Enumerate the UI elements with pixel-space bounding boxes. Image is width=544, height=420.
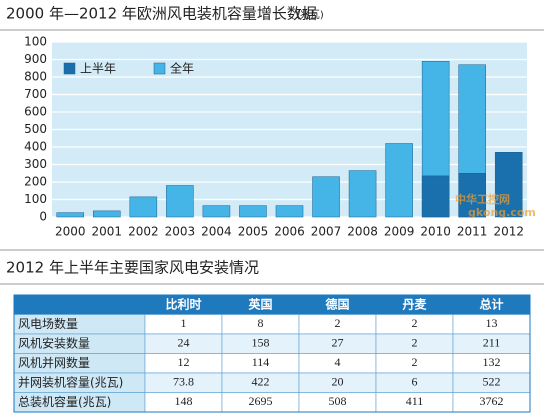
y-tick-label: 400: [24, 140, 47, 154]
cell: 13: [486, 316, 498, 330]
table-header: 总计: [479, 296, 503, 311]
x-tick-label: 2012: [493, 225, 524, 239]
cell: 2: [412, 355, 418, 369]
x-tick-label: 2003: [165, 225, 196, 239]
cell: 422: [252, 375, 270, 389]
chart-unit: (兆瓦): [296, 9, 324, 21]
bar: [129, 196, 158, 218]
row-label: 风电场数量: [18, 316, 78, 331]
table-header: 英国: [248, 296, 272, 311]
x-tick-label: 2010: [420, 225, 451, 239]
bar: [458, 173, 486, 218]
cell: 114: [252, 355, 270, 369]
bar: [494, 152, 523, 218]
row-label: 风机安装数量: [18, 335, 90, 350]
cell: 158: [252, 336, 270, 350]
x-tick-label: 2006: [274, 225, 305, 239]
x-tick-label: 2005: [238, 225, 269, 239]
legend-label: 上半年: [80, 62, 116, 76]
bar: [202, 205, 231, 218]
bar: [312, 176, 340, 218]
cell: 132: [483, 355, 501, 369]
cell: 24: [178, 336, 190, 350]
x-tick-label: 2000: [55, 225, 86, 239]
y-tick-label: 700: [24, 87, 47, 101]
watermark: 中华工控网: [455, 192, 510, 206]
y-tick-label: 100: [24, 192, 47, 206]
cell: 148: [175, 394, 193, 408]
cell: 6: [412, 375, 418, 389]
bar: [348, 170, 377, 218]
cell: 73.8: [173, 375, 194, 389]
cell: 211: [483, 336, 501, 350]
cell: 508: [329, 394, 347, 408]
y-tick-label: 900: [24, 52, 47, 66]
cell: 411: [406, 394, 424, 408]
x-tick-label: 2009: [384, 225, 415, 239]
table-header: 比利时: [165, 296, 201, 311]
bar: [239, 205, 267, 218]
table-title: 2012 年上半年主要国家风电安装情况: [6, 259, 259, 277]
y-tick-label: 800: [24, 70, 47, 84]
legend-label: 全年: [170, 61, 194, 76]
y-tick-label: 300: [24, 157, 47, 171]
bar: [421, 175, 450, 218]
y-tick-label: 0: [39, 210, 47, 224]
y-tick-label: 200: [24, 175, 47, 189]
cell: 1: [181, 316, 187, 330]
x-tick-label: 2011: [457, 225, 488, 239]
x-tick-label: 2001: [92, 225, 123, 239]
x-tick-label: 2007: [311, 225, 342, 239]
chart-title: 2000 年—2012 年欧洲风电装机容量增长数据: [6, 5, 317, 23]
cell: 2695: [249, 394, 273, 408]
cell: 4: [335, 355, 341, 369]
legend-swatch: [153, 62, 166, 75]
bar: [93, 210, 121, 218]
y-tick-label: 500: [24, 122, 47, 136]
y-tick-label: 600: [24, 105, 47, 119]
bar: [275, 205, 304, 218]
cell: 2: [335, 316, 341, 330]
cell: 8: [258, 316, 264, 330]
cell: 27: [332, 336, 344, 350]
table-header: 丹麦: [402, 296, 427, 311]
legend-swatch: [63, 62, 76, 75]
bar: [56, 212, 85, 218]
row-label: 总装机容量(兆瓦): [18, 394, 111, 409]
row-label: 风机并网数量: [18, 355, 90, 370]
cell: 2: [412, 316, 418, 330]
bar: [385, 143, 413, 218]
row-label: 并网装机容量(兆瓦): [18, 374, 123, 389]
table-header: 德国: [325, 296, 349, 311]
cell: 522: [483, 375, 501, 389]
bar: [166, 185, 194, 218]
table-border: [13, 294, 531, 413]
cell: 20: [332, 375, 344, 389]
x-tick-label: 2008: [347, 225, 378, 239]
cell: 2: [412, 336, 418, 350]
cell: 12: [178, 355, 190, 369]
watermark: gkong.com: [468, 206, 536, 219]
cell: 3762: [480, 394, 504, 408]
x-tick-label: 2002: [128, 225, 159, 239]
table-header-bg: [14, 295, 530, 315]
x-tick-label: 2004: [201, 225, 232, 239]
y-tick-label: 100: [24, 35, 47, 49]
